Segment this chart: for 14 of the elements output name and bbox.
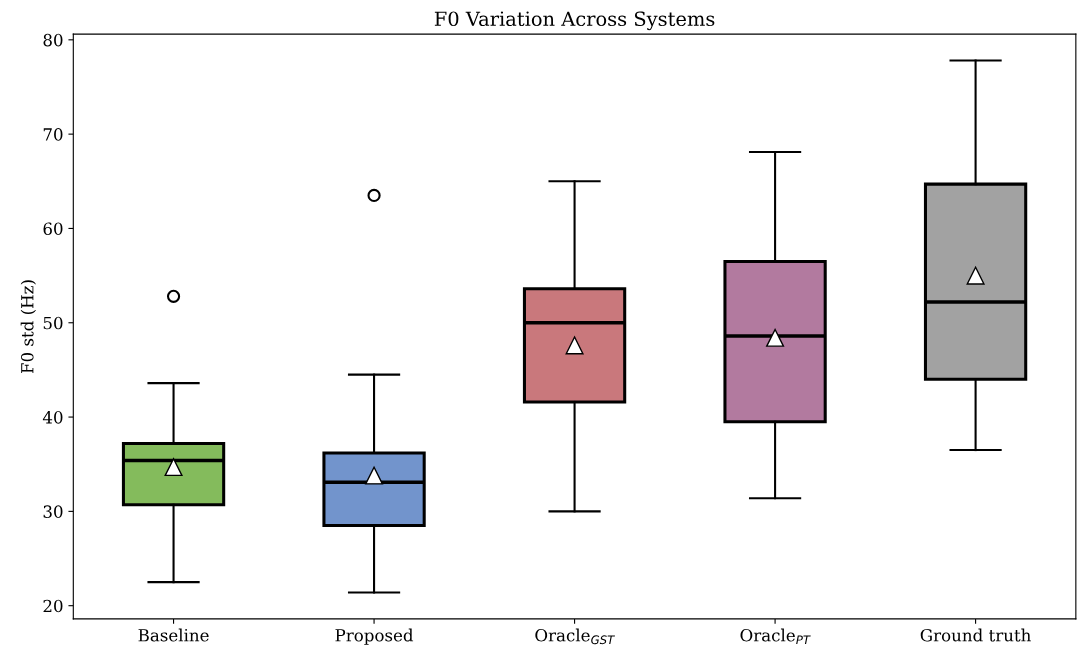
y-axis-title: F0 std (Hz) — [20, 280, 36, 374]
y-tick-label: 60 — [43, 222, 63, 236]
y-tick-label: 40 — [42, 411, 63, 424]
x-tick-label: Proposed — [335, 628, 414, 645]
y-tick-label: 50 — [43, 316, 63, 330]
y-tick-label: 30 — [43, 505, 63, 518]
x-tick-label: Oracle$_{GST}$ — [535, 628, 615, 645]
x-tick-label: Oracle$_{PT}$ — [740, 628, 811, 645]
y-tick-label: 20 — [43, 599, 63, 613]
chart-title: F0 Variation Across Systems — [434, 11, 715, 31]
x-tick-label: Baseline — [138, 628, 209, 642]
x-tick-label: Ground truth — [920, 628, 1031, 642]
y-tick-label: 70 — [43, 128, 63, 141]
y-tick-label: 80 — [43, 33, 63, 47]
